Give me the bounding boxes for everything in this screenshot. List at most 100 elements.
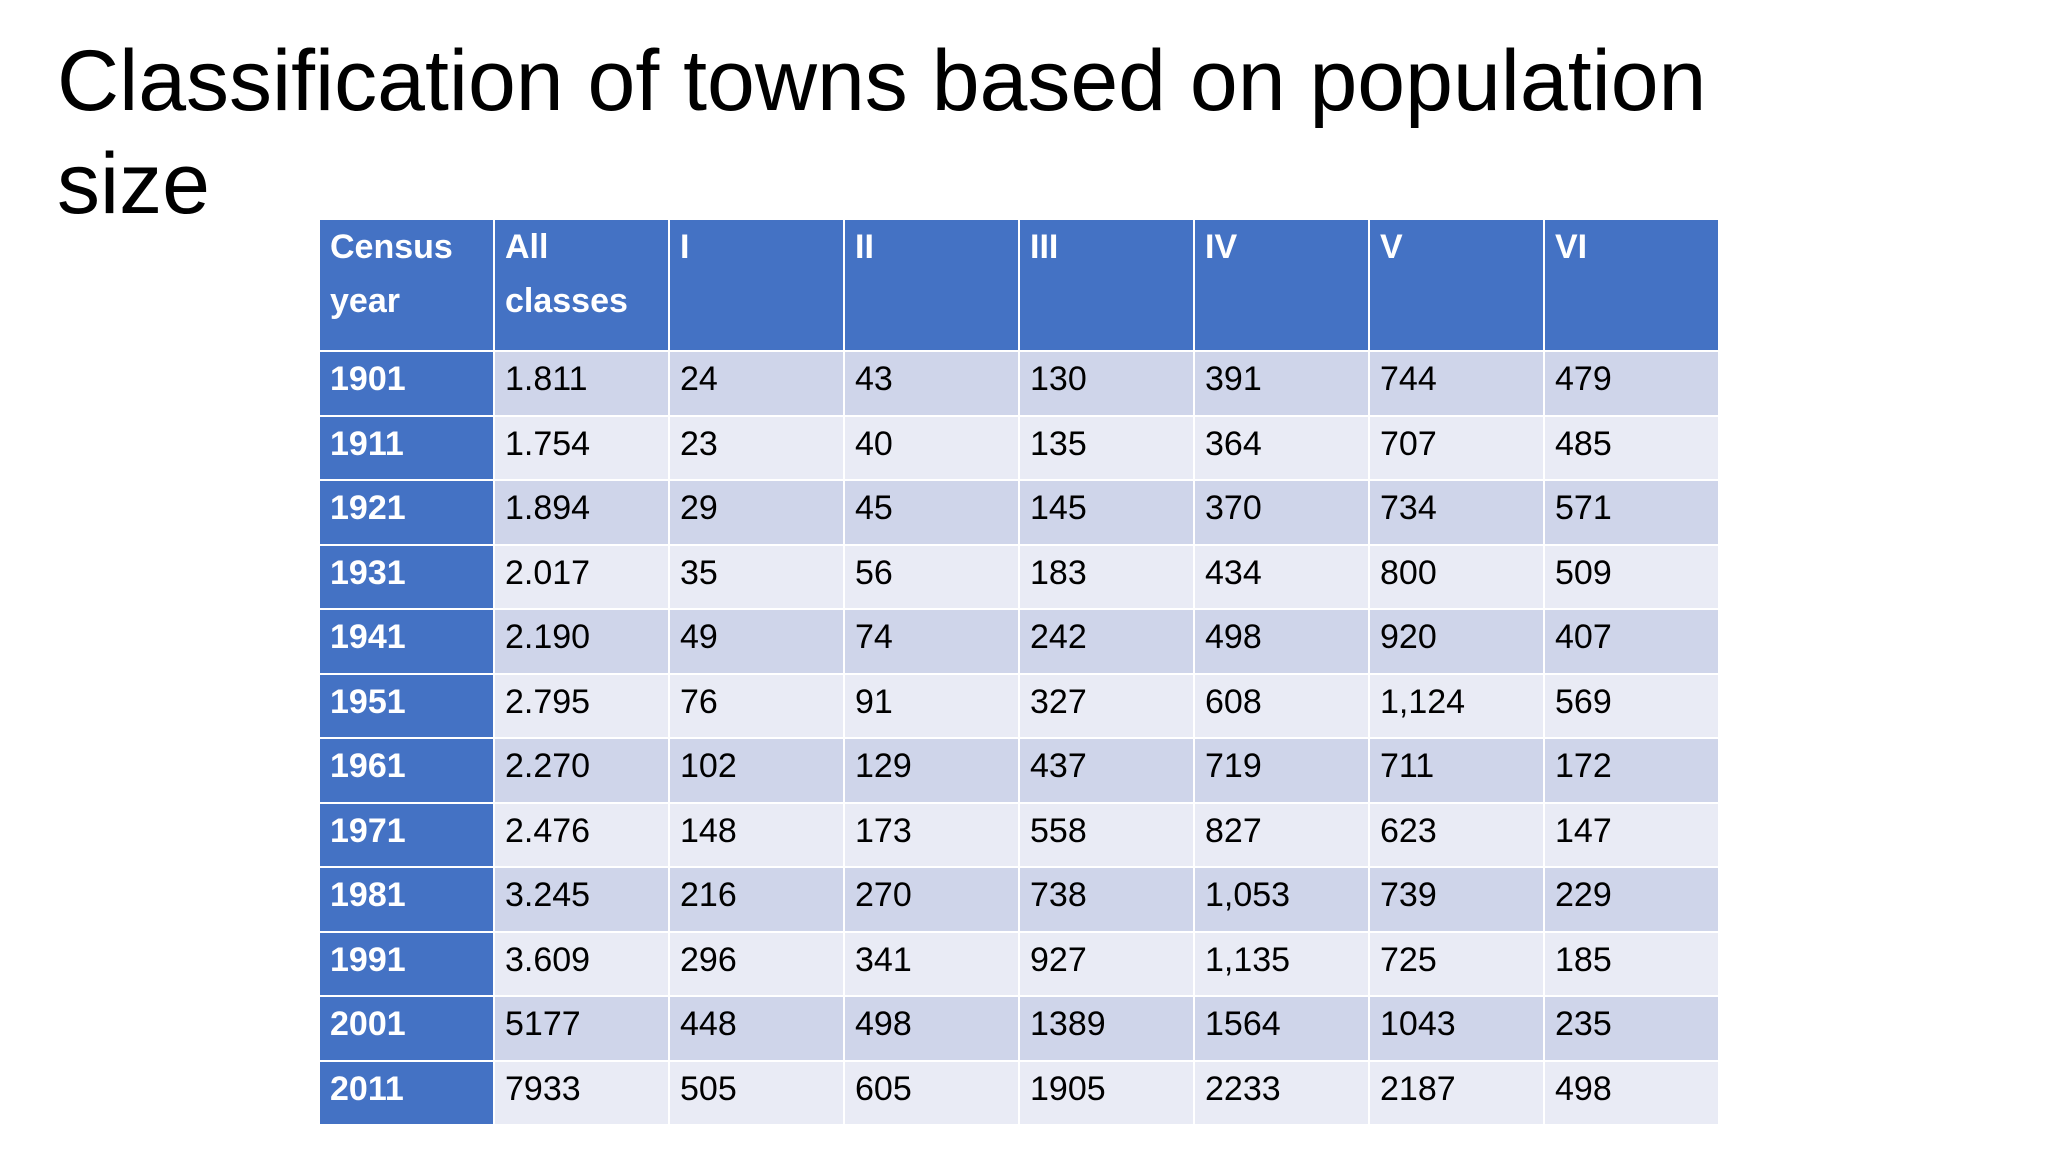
table-row: 1911 1.754 23 40 135 364 707 485 bbox=[318, 414, 1720, 481]
cell-class-iv: 434 bbox=[1193, 543, 1370, 610]
cell-census-year: 1921 bbox=[318, 479, 495, 546]
header-class-iii: III bbox=[1018, 218, 1195, 352]
cell-class-vi: 569 bbox=[1543, 672, 1720, 739]
cell-class-ii: 45 bbox=[843, 479, 1020, 546]
header-class-v: V bbox=[1368, 218, 1545, 352]
table-row: 1981 3.245 216 270 738 1,053 739 229 bbox=[318, 866, 1720, 933]
cell-class-i: 216 bbox=[668, 866, 845, 933]
cell-class-vi: 571 bbox=[1543, 479, 1720, 546]
cell-all-classes: 2.476 bbox=[493, 801, 670, 868]
table-row: 1901 1.811 24 43 130 391 744 479 bbox=[318, 350, 1720, 417]
cell-census-year: 1991 bbox=[318, 930, 495, 997]
cell-class-iv: 1,053 bbox=[1193, 866, 1370, 933]
table-row: 1921 1.894 29 45 145 370 734 571 bbox=[318, 479, 1720, 546]
header-class-vi: VI bbox=[1543, 218, 1720, 352]
cell-class-iv: 719 bbox=[1193, 737, 1370, 804]
cell-class-vi: 498 bbox=[1543, 1059, 1720, 1126]
cell-census-year: 2011 bbox=[318, 1059, 495, 1126]
cell-class-i: 148 bbox=[668, 801, 845, 868]
cell-all-classes: 7933 bbox=[493, 1059, 670, 1126]
cell-class-iii: 145 bbox=[1018, 479, 1195, 546]
town-classification-table: Census year All classes I II III IV V VI… bbox=[318, 218, 1720, 1126]
cell-class-iii: 927 bbox=[1018, 930, 1195, 997]
cell-class-i: 23 bbox=[668, 414, 845, 481]
cell-class-iii: 242 bbox=[1018, 608, 1195, 675]
cell-class-i: 102 bbox=[668, 737, 845, 804]
table-row: 1961 2.270 102 129 437 719 711 172 bbox=[318, 737, 1720, 804]
header-class-ii: II bbox=[843, 218, 1020, 352]
cell-class-iv: 2233 bbox=[1193, 1059, 1370, 1126]
cell-class-v: 725 bbox=[1368, 930, 1545, 997]
cell-class-iii: 1905 bbox=[1018, 1059, 1195, 1126]
cell-class-ii: 40 bbox=[843, 414, 1020, 481]
cell-class-vi: 229 bbox=[1543, 866, 1720, 933]
table-row: 1931 2.017 35 56 183 434 800 509 bbox=[318, 543, 1720, 610]
cell-class-iv: 827 bbox=[1193, 801, 1370, 868]
header-census-year: Census year bbox=[318, 218, 495, 352]
cell-class-ii: 498 bbox=[843, 995, 1020, 1062]
cell-class-i: 35 bbox=[668, 543, 845, 610]
table-body: 1901 1.811 24 43 130 391 744 479 1911 1.754 23 40 13… bbox=[318, 350, 1720, 1126]
cell-class-v: 711 bbox=[1368, 737, 1545, 804]
cell-class-ii: 129 bbox=[843, 737, 1020, 804]
cell-class-vi: 172 bbox=[1543, 737, 1720, 804]
header-class-iv: IV bbox=[1193, 218, 1370, 352]
cell-all-classes: 5177 bbox=[493, 995, 670, 1062]
cell-census-year: 1931 bbox=[318, 543, 495, 610]
cell-class-v: 744 bbox=[1368, 350, 1545, 417]
cell-class-vi: 479 bbox=[1543, 350, 1720, 417]
cell-class-iii: 183 bbox=[1018, 543, 1195, 610]
cell-census-year: 1951 bbox=[318, 672, 495, 739]
cell-class-v: 2187 bbox=[1368, 1059, 1545, 1126]
cell-all-classes: 1.811 bbox=[493, 350, 670, 417]
cell-class-i: 505 bbox=[668, 1059, 845, 1126]
table-header-row: Census year All classes I II III IV V VI bbox=[318, 218, 1720, 352]
table-row: 2011 7933 505 605 1905 2233 2187 498 bbox=[318, 1059, 1720, 1126]
cell-class-ii: 56 bbox=[843, 543, 1020, 610]
header-all-classes: All classes bbox=[493, 218, 670, 352]
cell-census-year: 1911 bbox=[318, 414, 495, 481]
cell-class-iv: 608 bbox=[1193, 672, 1370, 739]
table-row: 1951 2.795 76 91 327 608 1,124 569 bbox=[318, 672, 1720, 739]
cell-class-i: 29 bbox=[668, 479, 845, 546]
cell-all-classes: 2.270 bbox=[493, 737, 670, 804]
cell-all-classes: 2.795 bbox=[493, 672, 670, 739]
cell-all-classes: 2.017 bbox=[493, 543, 670, 610]
slide-title: Classification of towns based on populat… bbox=[57, 33, 1707, 232]
cell-class-iv: 498 bbox=[1193, 608, 1370, 675]
cell-class-i: 448 bbox=[668, 995, 845, 1062]
cell-class-ii: 91 bbox=[843, 672, 1020, 739]
cell-census-year: 1901 bbox=[318, 350, 495, 417]
cell-class-v: 739 bbox=[1368, 866, 1545, 933]
cell-class-v: 1043 bbox=[1368, 995, 1545, 1062]
cell-class-v: 920 bbox=[1368, 608, 1545, 675]
cell-class-iv: 1564 bbox=[1193, 995, 1370, 1062]
table-row: 2001 5177 448 498 1389 1564 1043 235 bbox=[318, 995, 1720, 1062]
cell-class-v: 734 bbox=[1368, 479, 1545, 546]
cell-class-v: 800 bbox=[1368, 543, 1545, 610]
header-class-i: I bbox=[668, 218, 845, 352]
cell-class-iii: 1389 bbox=[1018, 995, 1195, 1062]
table-header: Census year All classes I II III IV V VI bbox=[318, 218, 1720, 352]
table-row: 1991 3.609 296 341 927 1,135 725 185 bbox=[318, 930, 1720, 997]
cell-class-iii: 738 bbox=[1018, 866, 1195, 933]
cell-class-vi: 235 bbox=[1543, 995, 1720, 1062]
cell-class-i: 49 bbox=[668, 608, 845, 675]
cell-class-ii: 173 bbox=[843, 801, 1020, 868]
cell-census-year: 1941 bbox=[318, 608, 495, 675]
cell-class-ii: 43 bbox=[843, 350, 1020, 417]
cell-census-year: 2001 bbox=[318, 995, 495, 1062]
cell-class-vi: 509 bbox=[1543, 543, 1720, 610]
cell-census-year: 1961 bbox=[318, 737, 495, 804]
cell-all-classes: 2.190 bbox=[493, 608, 670, 675]
table-row: 1941 2.190 49 74 242 498 920 407 bbox=[318, 608, 1720, 675]
cell-class-iv: 1,135 bbox=[1193, 930, 1370, 997]
cell-class-iii: 130 bbox=[1018, 350, 1195, 417]
cell-class-vi: 485 bbox=[1543, 414, 1720, 481]
cell-class-iv: 364 bbox=[1193, 414, 1370, 481]
cell-class-vi: 185 bbox=[1543, 930, 1720, 997]
cell-class-vi: 407 bbox=[1543, 608, 1720, 675]
cell-class-iv: 391 bbox=[1193, 350, 1370, 417]
cell-all-classes: 3.609 bbox=[493, 930, 670, 997]
cell-class-ii: 270 bbox=[843, 866, 1020, 933]
